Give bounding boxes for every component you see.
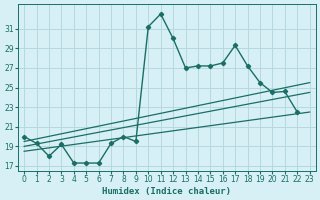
X-axis label: Humidex (Indice chaleur): Humidex (Indice chaleur) — [102, 187, 231, 196]
